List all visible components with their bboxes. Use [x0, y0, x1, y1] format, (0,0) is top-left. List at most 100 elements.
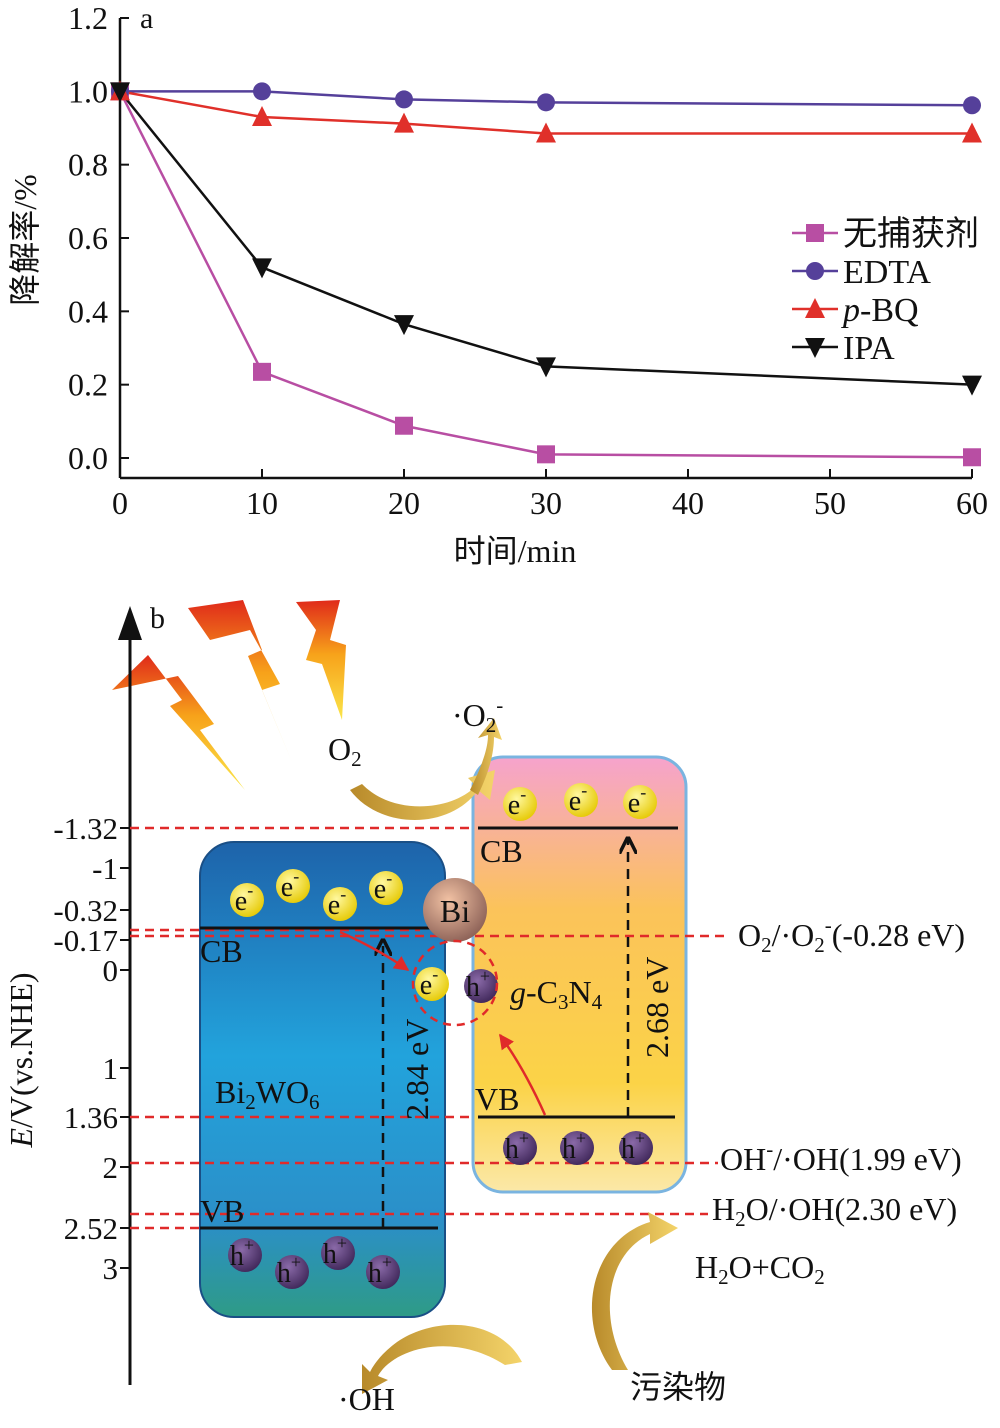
carrier-charge: - [386, 868, 392, 888]
data-point [536, 122, 556, 143]
data-point [536, 357, 556, 378]
electron-label: e- [328, 884, 346, 921]
carrier-charge: - [340, 884, 346, 904]
electron-icon [369, 871, 403, 905]
data-point [395, 90, 413, 109]
hole-icon [321, 1236, 355, 1270]
y-tick-label: 0.6 [68, 220, 108, 256]
chart-series [110, 80, 982, 467]
gc3n4-vb-label: VB [475, 1081, 519, 1117]
oh-radical-label: ·OH [338, 1381, 395, 1417]
carrier-symbol: e [281, 872, 293, 903]
electron-label: e- [420, 964, 438, 1001]
y-tick-label: 0.2 [68, 367, 108, 403]
hole-transfer-arrow [498, 1033, 547, 1116]
carrier-charge: - [581, 780, 587, 800]
gc3n4-gap-label: 2.68 eV [639, 957, 675, 1058]
energy-tick-label: 0 [103, 953, 119, 988]
x-tick-label: 50 [814, 485, 846, 521]
electron-transfer-arrow [339, 930, 410, 972]
oh-potential-label: OH-/·OH(1.99 eV) [720, 1137, 962, 1177]
y-tick-label: 1.2 [68, 0, 108, 36]
energy-tick-label: 2 [103, 1150, 119, 1185]
hole-label: h+ [230, 1235, 254, 1272]
energy-tick-label: -1.32 [53, 811, 118, 846]
o2-potential-label: O2/·O2-(-0.28 eV) [738, 913, 965, 957]
carrier-symbol: e [374, 874, 386, 905]
carrier-charge: + [576, 1128, 586, 1148]
bi2wo6-block [199, 841, 446, 1318]
data-point [963, 96, 981, 115]
o2-reduction-arrow-icon [350, 770, 495, 820]
hole-label: h+ [323, 1233, 347, 1270]
hole-icon [560, 1131, 594, 1165]
carrier-symbol: h [230, 1241, 244, 1272]
bi-label: Bi [440, 893, 470, 929]
panel-label-a: a [140, 2, 153, 35]
electron-label: e- [508, 784, 526, 821]
carrier-charge: - [293, 866, 299, 886]
legend-entry: p-BQ [841, 292, 919, 329]
carrier-symbol: e [569, 786, 581, 817]
energy-tick-label: -1 [92, 851, 118, 886]
electron-label: e- [569, 780, 587, 817]
x-tick-label: 30 [530, 485, 562, 521]
data-point [252, 106, 272, 126]
carrier-charge: - [640, 782, 646, 802]
carrier-charge: + [480, 966, 490, 986]
band-diagram: b E/V(vs.NHE) -1.32 -1 -0.32-0.170 1 1.36 2 2.… [3, 600, 965, 1417]
hole-icon [366, 1255, 400, 1289]
electron-label: e- [628, 782, 646, 819]
carrier-symbol: e [420, 970, 432, 1001]
oh-arrow-icon [362, 1324, 522, 1394]
bi2wo6-vb-label: VB [200, 1193, 244, 1229]
hole-icon [464, 969, 498, 1003]
carrier-symbol: h [505, 1134, 519, 1165]
panel-label-b: b [150, 602, 165, 635]
legend-entry-prefix: p [841, 292, 860, 329]
energy-tick-label: 1.36 [64, 1100, 118, 1135]
data-point [253, 362, 271, 381]
bi2wo6-name: Bi2WO6 [215, 1074, 320, 1114]
gc3n4-cb-label: CB [480, 833, 523, 869]
electron-label: e- [281, 866, 299, 903]
electron-label: e- [235, 880, 253, 917]
legend-entry-text: 无捕获剂 [843, 215, 979, 253]
charge-carriers: e-e-e-e-e-e-e-e-h+h+ h+h+h+h+ h+ h+ [228, 780, 657, 1289]
energy-tick-label: 2.52 [64, 1211, 118, 1246]
carrier-symbol: e [328, 890, 340, 921]
energy-axis-label: E/V(vs.NHE) [3, 972, 39, 1148]
legend-marker [805, 298, 825, 318]
x-tick-label: 60 [956, 485, 988, 521]
legend-entry-text: -BQ [860, 292, 919, 329]
chart-ticks: 0 10 20 30 40 50 60 0.0 0.2 0.4 0.6 0.8 1.0 1.2 [68, 0, 988, 521]
energy-tick-label: 1 [103, 1051, 119, 1086]
electron-label: e- [374, 868, 392, 905]
energy-tick-label: -0.32 [53, 893, 118, 928]
o2-radical-label: ·O2- [452, 693, 503, 737]
degradation-chart: 0 10 20 30 40 50 60 0.0 0.2 0.4 0.6 0.8 1.0 1.2 无捕获剂E… [7, 0, 988, 569]
energy-tick-label: 3 [103, 1251, 119, 1286]
carrier-charge: - [520, 784, 526, 804]
electron-icon [323, 887, 357, 921]
hole-icon [228, 1238, 262, 1272]
data-point [537, 445, 555, 464]
bolt-icon [296, 600, 346, 720]
x-tick-label: 20 [388, 485, 420, 521]
legend-entry: 无捕获剂 [843, 215, 979, 253]
light-bolt-icons [112, 600, 346, 790]
carrier-symbol: e [628, 788, 640, 819]
data-point [537, 93, 555, 112]
legend-marker [806, 262, 824, 280]
energy-ticks: -1.32 -1 -0.32-0.170 1 1.36 2 2.52 3 [53, 811, 130, 1286]
legend-marker [806, 224, 824, 242]
carrier-symbol: e [235, 886, 247, 917]
hole-icon [275, 1255, 309, 1289]
products-label: H2O+CO2 [695, 1249, 825, 1289]
data-point [962, 122, 982, 143]
legend-entry: EDTA [843, 254, 931, 291]
y-tick-label: 1.0 [68, 73, 108, 109]
carrier-symbol: h [277, 1258, 291, 1289]
energy-axis-arrow-icon [118, 606, 142, 640]
